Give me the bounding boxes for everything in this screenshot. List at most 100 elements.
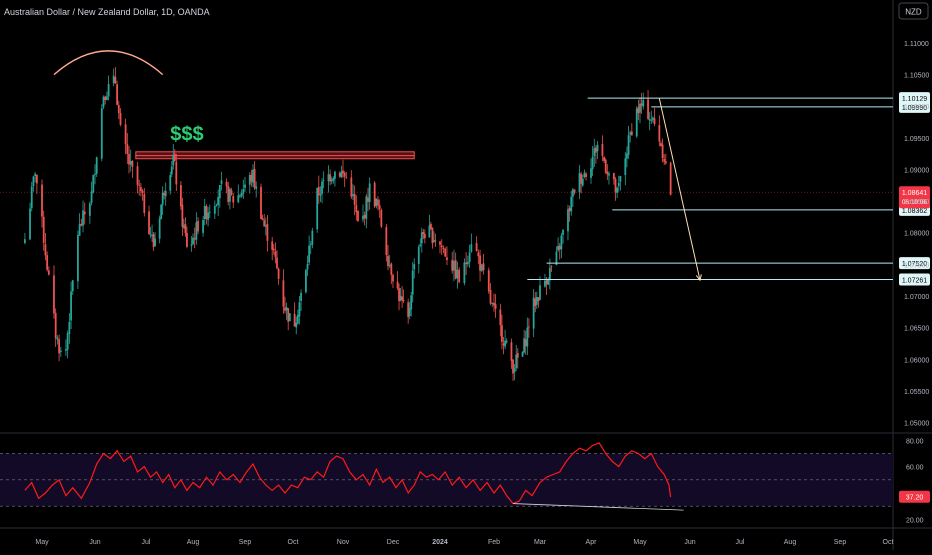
candle-body xyxy=(264,225,267,227)
candle xyxy=(149,227,152,238)
candle-body xyxy=(173,153,176,161)
candle-body xyxy=(175,162,178,185)
candle xyxy=(285,302,288,320)
candle xyxy=(480,263,483,273)
candle xyxy=(465,252,468,275)
candle-body xyxy=(186,232,188,247)
candle xyxy=(377,196,379,211)
candle-body xyxy=(106,96,108,101)
candle xyxy=(179,181,182,210)
candle-body xyxy=(653,118,656,124)
candle xyxy=(653,107,656,127)
candle xyxy=(573,189,576,195)
candle-body xyxy=(83,211,86,215)
candle xyxy=(276,250,278,270)
candle xyxy=(193,227,196,249)
candle-body xyxy=(230,190,233,195)
candle-body xyxy=(309,244,312,246)
candle xyxy=(619,175,622,191)
candle-body xyxy=(420,232,423,244)
candle-body xyxy=(229,188,231,202)
candle-body xyxy=(526,327,529,347)
candle xyxy=(308,235,311,266)
candle xyxy=(544,273,546,288)
candle xyxy=(612,172,615,185)
candle-body xyxy=(616,187,619,193)
candle-body xyxy=(482,263,485,271)
candle xyxy=(261,214,264,221)
candle-body xyxy=(377,199,379,206)
candle xyxy=(453,249,455,282)
candle xyxy=(532,289,535,338)
candle xyxy=(570,190,573,216)
candle xyxy=(321,178,323,204)
candle-body xyxy=(446,257,448,261)
candle xyxy=(444,247,447,257)
candle xyxy=(164,182,167,206)
candle-body xyxy=(499,309,502,326)
candle xyxy=(647,90,649,121)
candle-body xyxy=(521,351,524,357)
candle xyxy=(635,106,638,138)
candle-body xyxy=(581,178,584,186)
candle xyxy=(402,289,405,304)
candle xyxy=(626,146,628,168)
candle xyxy=(71,279,74,295)
candle-body xyxy=(68,321,71,335)
candle xyxy=(242,179,245,199)
candle xyxy=(311,227,314,249)
candle-body xyxy=(570,196,573,212)
candle xyxy=(501,314,503,350)
candle-body xyxy=(116,84,118,105)
candle xyxy=(77,230,79,289)
candle-body xyxy=(434,240,437,242)
candle xyxy=(627,126,630,159)
candle-body xyxy=(477,252,480,257)
candle-body xyxy=(66,333,69,350)
candle-body xyxy=(402,300,405,301)
candle xyxy=(614,176,617,201)
candle-body xyxy=(664,161,667,164)
candle-body xyxy=(378,205,381,210)
candle xyxy=(494,294,497,318)
candle xyxy=(451,251,454,274)
level-tag-bg xyxy=(899,100,930,113)
candle xyxy=(32,175,35,192)
candle xyxy=(664,153,667,165)
candle xyxy=(491,302,494,307)
candle-body xyxy=(560,235,563,250)
candle xyxy=(578,165,581,200)
candle-body xyxy=(77,235,79,282)
candle xyxy=(230,187,233,196)
candle-body xyxy=(562,230,564,235)
candle-body xyxy=(663,158,666,162)
candle-body xyxy=(88,203,91,216)
price-tick-label: 1.08000 xyxy=(904,231,929,238)
candle-body xyxy=(260,186,262,220)
currency-badge[interactable]: NZD xyxy=(898,2,929,20)
level-tag-label: 1.09990 xyxy=(902,105,927,112)
candle-body xyxy=(527,326,530,328)
candle-body xyxy=(648,119,651,121)
candle xyxy=(274,242,277,264)
candle xyxy=(493,293,495,312)
candle-body xyxy=(410,295,413,310)
candle xyxy=(29,202,31,241)
candle-body xyxy=(47,270,50,275)
candle xyxy=(399,287,402,302)
candle-body xyxy=(479,255,481,271)
candle xyxy=(186,226,188,249)
candle xyxy=(362,204,364,223)
candle xyxy=(420,227,423,253)
candle xyxy=(293,302,296,327)
candle-body xyxy=(203,205,206,220)
candle-body xyxy=(305,269,307,293)
candle xyxy=(160,204,163,220)
candle xyxy=(567,204,569,241)
candle-body xyxy=(428,225,431,238)
candle-body xyxy=(104,96,107,100)
candle xyxy=(669,161,672,196)
candle xyxy=(499,303,502,337)
last-price-tag[interactable]: 1.08641 06:10:06 xyxy=(899,186,930,209)
